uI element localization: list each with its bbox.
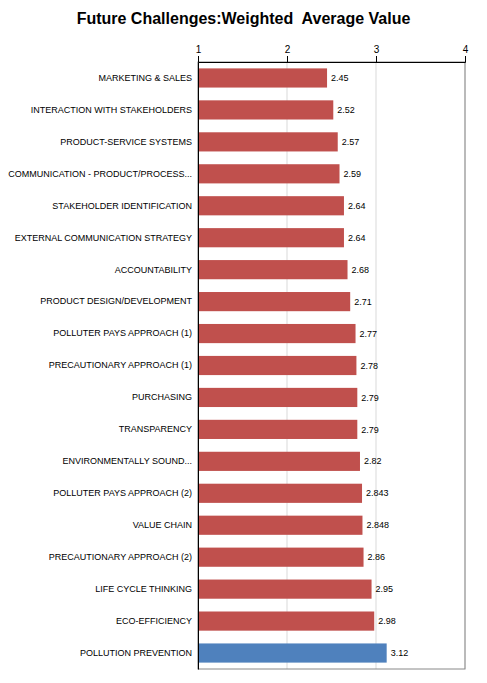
data-label: 2.843 <box>366 488 389 498</box>
data-label: 2.59 <box>344 169 362 179</box>
bar <box>198 388 357 407</box>
tick-label: STAKEHOLDER IDENTIFICATION <box>52 201 192 211</box>
tick: PURCHASING <box>132 392 192 402</box>
data-label: 2.82 <box>364 456 382 466</box>
tick-label: PURCHASING <box>132 392 192 402</box>
tick: PRECAUTIONARY APPROACH (1) <box>49 360 192 370</box>
data-label: 2.52 <box>337 105 355 115</box>
tick: 1 <box>196 44 202 62</box>
bars <box>198 68 387 662</box>
tick: EXTERNAL COMMUNICATION STRATEGY <box>15 233 192 243</box>
data-label: 2.98 <box>378 616 396 626</box>
bar <box>198 420 357 439</box>
tick-label: 4 <box>463 44 469 55</box>
tick-label: POLLUTER PAYS APPROACH (1) <box>53 328 192 338</box>
bar <box>198 452 360 471</box>
tick-label: EXTERNAL COMMUNICATION STRATEGY <box>15 233 192 243</box>
bar <box>198 228 344 247</box>
x-axis: 1 2 3 4 <box>196 44 469 63</box>
tick: TRANSPARENCY <box>119 424 192 434</box>
bar <box>198 356 356 375</box>
bar <box>198 132 338 151</box>
tick-label: COMMUNICATION - PRODUCT/PROCESS... <box>8 169 192 179</box>
tick-label: MARKETING & SALES <box>98 73 192 83</box>
grid <box>198 62 465 669</box>
tick-label: ACCOUNTABILITY <box>115 265 192 275</box>
tick-label: POLLUTER PAYS APPROACH (2) <box>53 488 192 498</box>
data-label: 2.95 <box>376 584 394 594</box>
tick-label: PRECAUTIONARY APPROACH (1) <box>49 360 192 370</box>
frame <box>198 62 465 669</box>
bar <box>198 260 348 279</box>
tick-mark <box>376 56 377 62</box>
tick-label: INTERACTION WITH STAKEHOLDERS <box>31 105 192 115</box>
tick: 4 <box>463 44 469 62</box>
data-label: 2.848 <box>366 520 389 530</box>
bar <box>198 580 372 599</box>
tick: POLLUTER PAYS APPROACH (1) <box>53 328 192 338</box>
data-label: 2.77 <box>360 329 378 339</box>
axis-line <box>198 63 199 670</box>
bar <box>198 196 344 215</box>
bar <box>198 516 362 535</box>
tick-label: VALUE CHAIN <box>133 520 192 530</box>
data-label: 2.57 <box>342 137 360 147</box>
tick: STAKEHOLDER IDENTIFICATION <box>52 201 192 211</box>
axis-line <box>199 56 466 63</box>
bar <box>198 164 340 183</box>
tick: POLLUTION PREVENTION <box>80 648 192 658</box>
data-label: 2.79 <box>361 393 379 403</box>
tick: COMMUNICATION - PRODUCT/PROCESS... <box>8 169 192 179</box>
data-label: 2.86 <box>368 552 386 562</box>
tick: 3 <box>374 44 380 62</box>
tick: LIFE CYCLE THINKING <box>95 584 192 594</box>
tick-label: ENVIRONMENTALLY SOUND... <box>62 456 192 466</box>
tick: ENVIRONMENTALLY SOUND... <box>62 456 192 466</box>
data-label: 2.79 <box>361 425 379 435</box>
bar <box>198 292 350 311</box>
data-label: 2.68 <box>352 265 370 275</box>
tick: POLLUTER PAYS APPROACH (2) <box>53 488 192 498</box>
data-label: 2.71 <box>354 297 372 307</box>
tick: PRODUCT DESIGN/DEVELOPMENT <box>40 296 192 306</box>
tick-label: TRANSPARENCY <box>119 424 192 434</box>
tick-mark <box>198 56 199 62</box>
tick: 2 <box>285 44 291 62</box>
tick: VALUE CHAIN <box>133 520 192 530</box>
tick-label: PRODUCT DESIGN/DEVELOPMENT <box>40 296 192 306</box>
tick-label: 3 <box>374 44 380 55</box>
data-label: 2.64 <box>348 201 366 211</box>
data-label: 2.78 <box>360 361 378 371</box>
data-label: 2.45 <box>331 73 349 83</box>
tick-label: PRODUCT-SERVICE SYSTEMS <box>60 137 192 147</box>
tick: ECO-EFFICIENCY <box>116 616 192 626</box>
bar <box>198 68 327 87</box>
tick-label: LIFE CYCLE THINKING <box>95 584 192 594</box>
bar <box>198 611 374 630</box>
data-label: 2.64 <box>348 233 366 243</box>
tick-label: POLLUTION PREVENTION <box>80 648 192 658</box>
tick-mark <box>287 56 288 62</box>
plot: 2.45 2.52 2.57 2.59 2.64 2.64 2.68 2.71 2.77 2.78… <box>8 44 469 670</box>
title: Future Challenges:Weighted Average Value <box>77 10 411 27</box>
tick: PRODUCT-SERVICE SYSTEMS <box>60 137 192 147</box>
bar <box>198 548 364 567</box>
tick-label: 1 <box>196 44 202 55</box>
bar <box>198 100 333 119</box>
tick: ACCOUNTABILITY <box>115 265 192 275</box>
data-label: 3.12 <box>391 648 409 658</box>
bar <box>198 324 356 343</box>
tick: MARKETING & SALES <box>98 73 192 83</box>
data-labels: 2.45 2.52 2.57 2.59 2.64 2.64 2.68 2.71 2.77 2.78… <box>331 73 408 658</box>
tick-label: 2 <box>285 44 291 55</box>
bar <box>198 484 362 503</box>
tick-label: PRECAUTIONARY APPROACH (2) <box>49 552 192 562</box>
chart: 2.45 2.52 2.57 2.59 2.64 2.64 2.68 2.71 2.77 2.78… <box>0 0 487 683</box>
tick-mark <box>465 56 466 62</box>
tick: INTERACTION WITH STAKEHOLDERS <box>31 105 192 115</box>
y-axis: MARKETING & SALES INTERACTION WITH STAKEH… <box>8 63 198 670</box>
tick: PRECAUTIONARY APPROACH (2) <box>49 552 192 562</box>
tick-label: ECO-EFFICIENCY <box>116 616 192 626</box>
bar <box>198 643 387 662</box>
